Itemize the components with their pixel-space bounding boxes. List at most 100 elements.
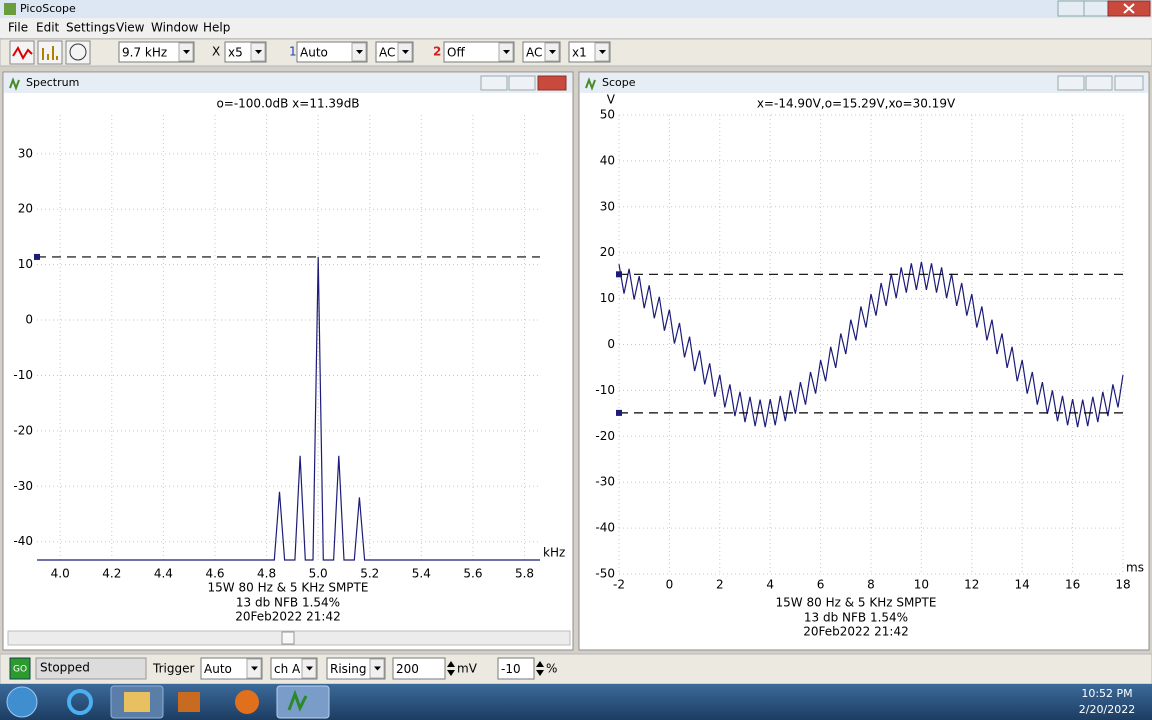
input-field[interactable] — [497, 657, 535, 680]
caption: 13 db NFB 1.54% — [236, 596, 340, 610]
explorer-icon — [124, 692, 150, 712]
window-icon — [9, 77, 20, 91]
menu-item[interactable]: File — [8, 21, 28, 35]
x-tick-label: 4.2 — [102, 567, 121, 581]
cursor-handle[interactable] — [616, 271, 622, 278]
x-tick-label: 5.0 — [309, 567, 328, 581]
y-tick-label: 20 — [18, 202, 33, 216]
y-tick-label: 20 — [600, 245, 615, 259]
x-tick-label: 4 — [766, 578, 774, 592]
dropdown-value: Auto — [300, 46, 328, 60]
y-unit: V — [607, 93, 616, 107]
dropdown[interactable] — [118, 41, 195, 63]
y-tick-label: -30 — [595, 475, 615, 489]
y-tick-label: 10 — [18, 257, 33, 271]
go-button[interactable] — [9, 657, 31, 680]
dropdown-arrow — [306, 666, 313, 671]
y-tick-label: 0 — [607, 337, 615, 351]
channel-a-number: 1 — [289, 45, 297, 59]
caption: 20Feb2022 21:42 — [235, 610, 340, 624]
x-tick-label: 5.8 — [515, 567, 534, 581]
window-controls[interactable] — [1057, 0, 1151, 17]
menu-item[interactable]: Window — [151, 21, 199, 35]
dropdown-value: Off — [447, 46, 465, 60]
window-frame — [578, 71, 1150, 651]
x-tick-label: 6 — [817, 578, 825, 592]
dropdown[interactable] — [443, 41, 515, 63]
window-header — [4, 73, 572, 93]
title-bar — [0, 0, 1152, 18]
scroll-thumb[interactable] — [281, 631, 295, 645]
spinner[interactable] — [536, 661, 544, 676]
y-tick-label: 40 — [600, 153, 615, 167]
spinner[interactable] — [447, 661, 455, 676]
x-tick-label: 14 — [1015, 578, 1030, 592]
media-icon[interactable] — [178, 692, 200, 712]
y-tick-label: -20 — [595, 429, 615, 443]
toolbar-label: X — [212, 45, 220, 59]
restore-button[interactable] — [508, 75, 536, 91]
dropdown-arrow — [599, 50, 606, 54]
minimize-button[interactable] — [1057, 75, 1085, 91]
window-title: Spectrum — [26, 76, 79, 89]
dropdown-value: Rising — [330, 662, 366, 676]
dropdown-arrow — [183, 50, 190, 54]
y-tick-label: -40 — [595, 521, 615, 535]
clock-time: 10:52 PM — [1081, 687, 1132, 700]
firefox-icon[interactable] — [235, 690, 259, 714]
dropdown-value: x1 — [572, 46, 587, 60]
y-tick-label: 50 — [600, 108, 615, 122]
menu-item[interactable]: Help — [203, 21, 230, 35]
dropdown-value: Auto — [204, 662, 232, 676]
spectrum-mode-button[interactable] — [37, 40, 63, 65]
input-field[interactable] — [392, 657, 446, 680]
x-tick-label: 0 — [666, 578, 674, 592]
scope-icon — [12, 45, 33, 61]
spectrum-window: Spectrum — [2, 71, 574, 651]
dropdown-arrow — [255, 50, 262, 54]
start-button[interactable] — [6, 686, 38, 718]
meter-icon — [69, 43, 87, 61]
dropdown-value: ch A — [274, 662, 301, 676]
delay-unit: % — [546, 662, 557, 676]
level-unit: mV — [457, 662, 478, 676]
scope-mode-button[interactable] — [9, 40, 35, 65]
y-tick-label: -40 — [13, 534, 33, 548]
clock-date: 2/20/2022 — [1079, 703, 1135, 716]
minimize-button[interactable] — [480, 75, 508, 91]
window-title: Scope — [602, 76, 636, 89]
dropdown-arrow — [503, 50, 510, 54]
menu-item[interactable]: Edit — [36, 21, 60, 35]
y-tick-label: 0 — [25, 313, 33, 327]
app-icon — [4, 3, 16, 15]
status-bar — [0, 653, 1152, 685]
trace — [37, 256, 540, 561]
dropdown[interactable] — [296, 41, 368, 63]
x-tick-label: 2 — [716, 578, 724, 592]
cursor-handle[interactable] — [616, 409, 622, 416]
x-tick-label: 8 — [867, 578, 875, 592]
go-label: GO — [13, 665, 27, 675]
menu-item[interactable]: View — [116, 21, 145, 35]
minimize-button[interactable] — [1057, 0, 1085, 17]
y-tick-label: 10 — [600, 291, 615, 305]
cursor-handle[interactable] — [34, 253, 40, 260]
x-tick-label: 4.4 — [154, 567, 173, 581]
y-tick-label: 30 — [600, 199, 615, 213]
x-tick-label: 5.6 — [463, 567, 482, 581]
menu-item[interactable]: Settings — [66, 21, 115, 35]
restore-button[interactable] — [1085, 75, 1113, 91]
close-icon — [1123, 3, 1135, 14]
dropdown-value: x5 — [228, 46, 243, 60]
maximize-button[interactable] — [1083, 0, 1109, 17]
close-button[interactable] — [537, 75, 567, 91]
channel-b-number: 2 — [433, 45, 441, 59]
readout: o=-100.0dB x=11.39dB — [216, 97, 359, 111]
y-tick-label: -20 — [13, 423, 33, 437]
input-value: -10 — [501, 662, 521, 676]
x-tick-label: 5.4 — [412, 567, 431, 581]
close-button[interactable] — [1114, 75, 1144, 91]
state-text: Stopped — [40, 661, 90, 675]
caption: 15W 80 Hz & 5 KHz SMPTE — [776, 596, 937, 610]
